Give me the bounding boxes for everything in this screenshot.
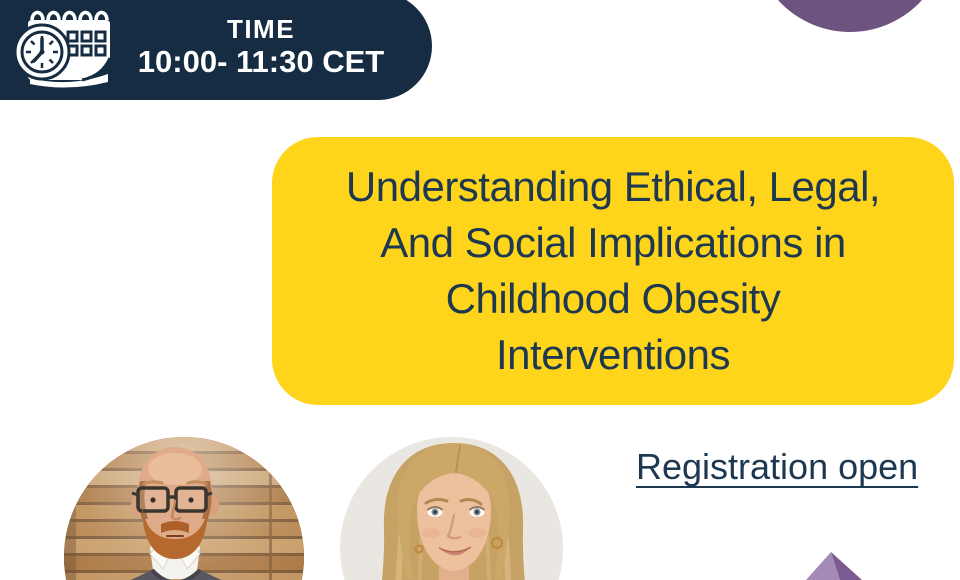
- title-line: Interventions: [496, 331, 730, 378]
- time-badge-value: 10:00- 11:30 CET: [137, 44, 385, 79]
- title-card: Understanding Ethical, Legal, And Social…: [272, 137, 954, 405]
- speaker-photo-man: [64, 437, 304, 580]
- woman-portrait-illustration: [340, 437, 563, 580]
- pyramid-decoration: [806, 552, 862, 580]
- man-portrait-illustration: [64, 437, 304, 580]
- calendar-clock-icon: [13, 10, 112, 88]
- time-badge: TIME 10:00- 11:30 CET: [0, 0, 432, 100]
- title-line: Understanding Ethical, Legal,: [345, 163, 881, 210]
- registration-link[interactable]: Registration open: [636, 446, 919, 487]
- time-badge-text: TIME 10:00- 11:30 CET: [120, 14, 432, 80]
- title-line: And Social Implications in: [380, 219, 846, 266]
- purple-circle-decoration: [753, 0, 947, 32]
- title-line: Childhood Obesity: [445, 275, 781, 322]
- time-badge-label: TIME: [226, 14, 296, 44]
- speaker-photo-woman: [340, 437, 563, 580]
